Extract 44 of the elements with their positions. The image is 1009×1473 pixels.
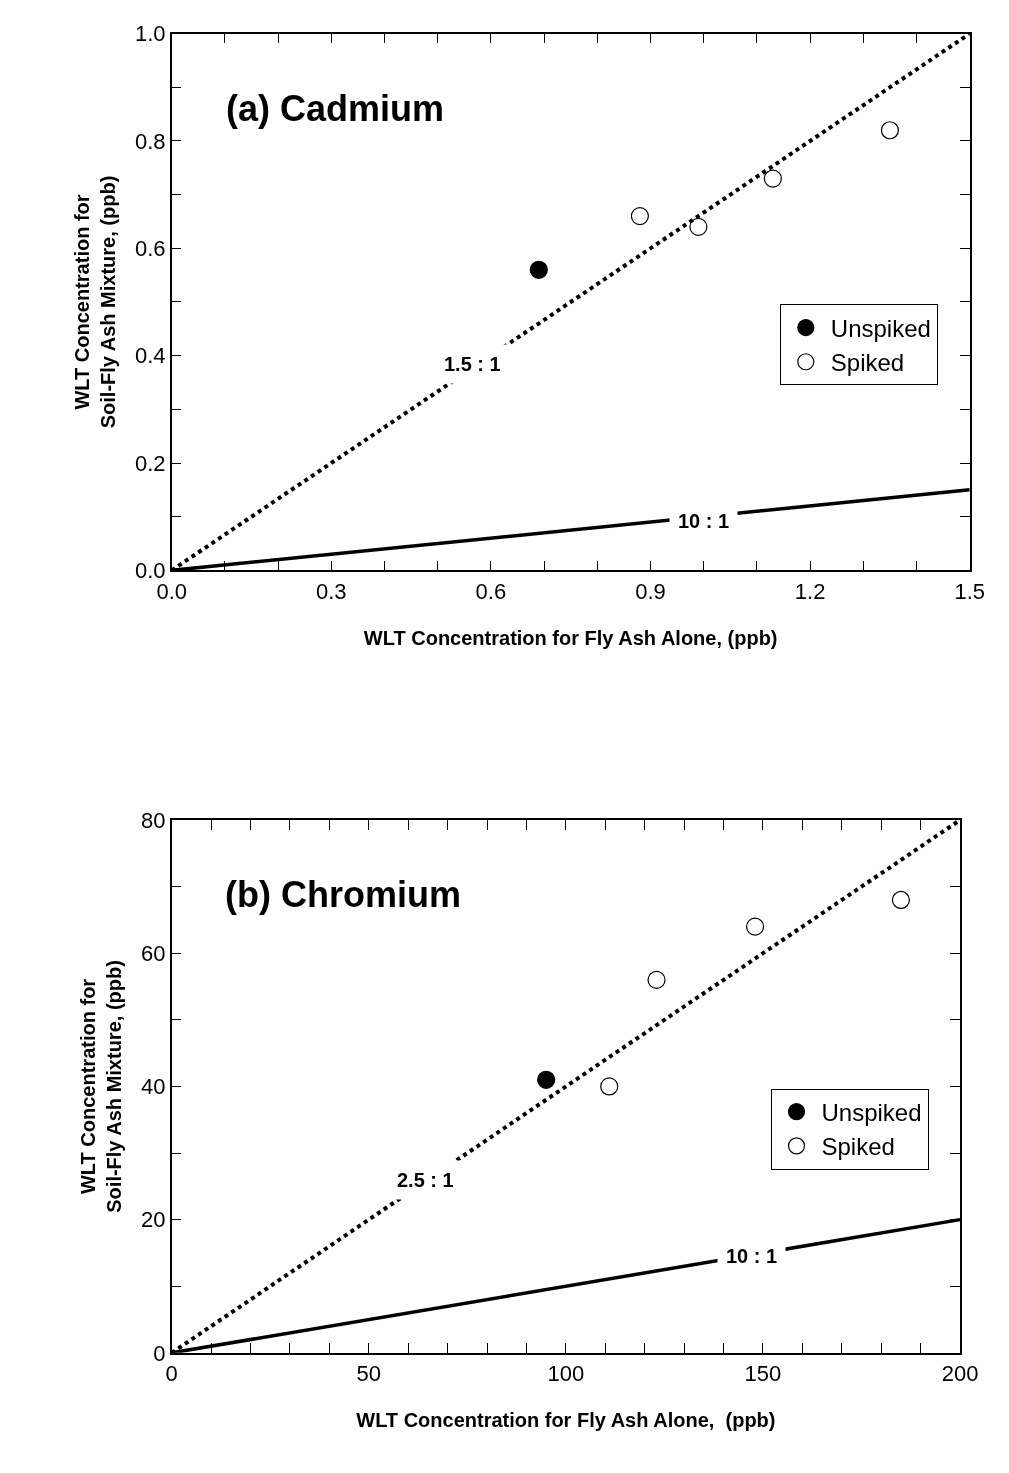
x-axis-title: WLT Concentration for Fly Ash Alone, (ppb) xyxy=(356,1409,776,1431)
annotation: 1.5 : 1 xyxy=(444,353,501,375)
y-tick-label: 0.0 xyxy=(134,558,166,584)
annotation: 2.5 : 1 xyxy=(397,1169,454,1191)
legend-label: Spiked xyxy=(830,349,905,377)
y-tick-label: 60 xyxy=(141,940,166,966)
point xyxy=(630,207,649,226)
y-tick-label: 0 xyxy=(153,1340,166,1366)
point xyxy=(763,169,782,188)
x-tick-label: 0.9 xyxy=(635,578,666,604)
x-tick-label: 200 xyxy=(941,1361,979,1386)
x-tick-label: 50 xyxy=(356,1361,382,1386)
legend-label: Unspiked xyxy=(821,1099,922,1127)
y-tick-label: 80 xyxy=(141,807,166,833)
y-axis-title: WLT Concentration for Soil-Fly Ash Mixture, (ppb) xyxy=(70,175,119,429)
y-tick-label: 0.4 xyxy=(134,343,166,369)
y-tick-label: 1.0 xyxy=(134,21,166,47)
point xyxy=(600,1077,619,1096)
legend-label: Spiked xyxy=(821,1133,895,1161)
legend-label: Unspiked xyxy=(830,314,931,342)
x-tick-label: 0.6 xyxy=(475,578,507,604)
x-tick-label: 1.5 xyxy=(954,578,986,604)
point xyxy=(689,217,708,236)
point xyxy=(891,890,911,910)
x-tick-label: 0.3 xyxy=(316,578,347,604)
x-tick-label: 100 xyxy=(547,1361,585,1386)
y-axis-title: WLT Concentration for Soil-Fly Ash Mixture, (ppb) xyxy=(77,960,126,1213)
point xyxy=(537,1070,556,1089)
y-tick-label: 0.2 xyxy=(134,450,166,476)
x-tick-label: 1.2 xyxy=(794,578,826,604)
x-tick-label: 150 xyxy=(744,1361,782,1386)
y-tick-label: 0.8 xyxy=(134,128,166,154)
point xyxy=(529,260,548,279)
annotation: 10 : 1 xyxy=(726,1245,778,1267)
y-tick-label: 0.6 xyxy=(134,236,166,262)
text: (b) Chromium xyxy=(225,874,461,915)
x-axis-title: WLT Concentration for Fly Ash Alone, (ppb) xyxy=(363,626,778,649)
point xyxy=(745,917,765,936)
y-tick-label: 40 xyxy=(141,1074,166,1100)
point xyxy=(880,121,900,140)
annotation: 10 : 1 xyxy=(678,510,730,532)
y-tick-label: 20 xyxy=(141,1207,166,1233)
point xyxy=(647,970,666,989)
text: (a) Cadmium xyxy=(226,88,445,129)
